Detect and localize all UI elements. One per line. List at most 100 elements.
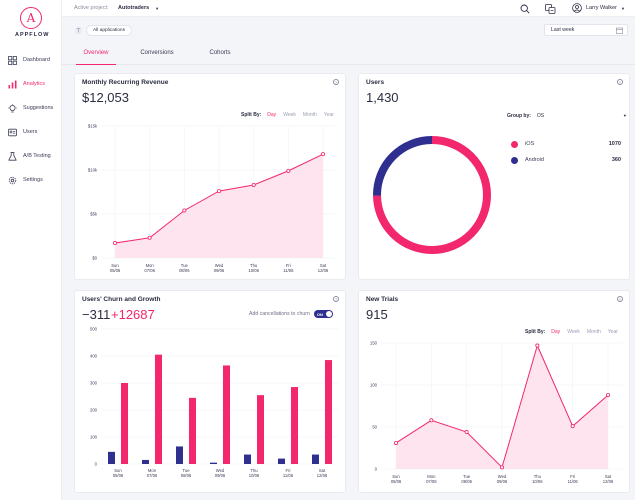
- toggle-label: Add cancellations to churn: [249, 311, 310, 317]
- trials-data-point: [535, 343, 540, 348]
- tab-overview[interactable]: Overview: [76, 50, 116, 65]
- split-month[interactable]: Month: [586, 329, 601, 335]
- trials-area-fill: [396, 345, 608, 469]
- y-tick-label: 100: [370, 383, 378, 388]
- analytics-icon: [7, 79, 17, 89]
- x-tick-date: 09/06: [214, 268, 225, 273]
- cancellations-toggle[interactable]: ON: [313, 310, 333, 318]
- legend-value: 360: [611, 157, 621, 163]
- user-avatar-icon: [572, 3, 582, 13]
- gear-icon: [7, 175, 17, 185]
- sidebar-item-dashboard[interactable]: Dashboard: [0, 48, 62, 72]
- x-tick-label: Mon: [427, 474, 436, 479]
- help-icon[interactable]: ?: [333, 79, 339, 85]
- x-tick-label: Sun: [392, 474, 400, 479]
- split-week[interactable]: Week: [283, 112, 296, 118]
- y-tick-label: 150: [370, 341, 378, 346]
- chevron-down-icon: ▼: [155, 5, 160, 11]
- mrr-data-point: [182, 208, 187, 213]
- x-tick-date: 05/06: [113, 473, 124, 478]
- x-tick-date: 07/06: [147, 473, 158, 478]
- sidebar-item-users[interactable]: Users: [0, 120, 62, 144]
- y-tick-label: 300: [90, 381, 98, 386]
- trials-split-by: Split By: Day Week Month Year: [525, 329, 625, 335]
- x-tick-date: 07/06: [426, 479, 437, 484]
- x-tick-date: 09/06: [215, 473, 226, 478]
- x-tick-label: Sat: [605, 474, 612, 479]
- x-tick-date: 12/06: [318, 268, 329, 273]
- legend-label: Android: [525, 157, 544, 163]
- legend-ios: iOS 1070: [509, 138, 621, 150]
- y-tick-label: 400: [90, 354, 98, 359]
- topbar: Active project: Autotraders ▼ Larry Walk…: [62, 0, 635, 17]
- x-tick-label: Sun: [111, 263, 119, 268]
- x-tick-label: Tue: [463, 474, 471, 479]
- x-tick-date: 11/06: [568, 479, 579, 484]
- help-icon[interactable]: ?: [617, 296, 623, 302]
- x-tick-label: Thu: [250, 468, 258, 473]
- tab-conversions[interactable]: Conversions: [140, 50, 174, 56]
- mrr-card: Monthly Recurring Revenue ? $12,053 Spli…: [74, 73, 346, 280]
- growth-bar: [189, 397, 196, 464]
- tab-cohorts[interactable]: Cohorts: [209, 50, 231, 56]
- user-menu[interactable]: Larry Walker ▼: [572, 3, 625, 13]
- users-card: Users ? 1,430 Group by: OS ▼ iOS 1070 An…: [358, 73, 630, 280]
- mrr-data-point: [216, 189, 221, 194]
- split-by-label: Split By:: [241, 112, 262, 118]
- x-tick-label: Sat: [320, 263, 327, 268]
- sidebar-item-suggestions[interactable]: Suggestions: [0, 96, 62, 120]
- dashboard-icon: [7, 55, 17, 65]
- x-tick-date: 10/06: [249, 473, 260, 478]
- date-range-select[interactable]: Last week: [544, 24, 628, 36]
- project-select[interactable]: Autotraders ▼: [118, 5, 159, 11]
- mrr-data-point: [320, 152, 325, 157]
- split-day[interactable]: Day: [551, 329, 561, 335]
- users-donut-chart: [373, 136, 491, 254]
- sidebar-item-label: Settings: [23, 177, 43, 183]
- x-tick-date: 11/06: [283, 268, 294, 273]
- x-tick-label: Thu: [534, 474, 542, 479]
- chevron-down-icon: ▼: [622, 113, 627, 118]
- x-tick-date: 11/06: [283, 473, 294, 478]
- brand-logo[interactable]: A APPFLOW: [15, 7, 50, 38]
- search-icon[interactable]: [519, 3, 530, 14]
- sidebar-item-ab-testing[interactable]: A/B Testing: [0, 144, 62, 168]
- help-icon[interactable]: ?: [333, 296, 339, 302]
- translate-icon[interactable]: [545, 3, 556, 14]
- split-week[interactable]: Week: [567, 329, 580, 335]
- split-by-label: Split By:: [525, 329, 546, 335]
- sidebar-nav: Dashboard Analytics Suggestions Users A/…: [0, 48, 62, 192]
- brand-name: APPFLOW: [15, 32, 50, 38]
- x-tick-date: 12/06: [603, 479, 614, 484]
- help-icon[interactable]: ?: [617, 79, 623, 85]
- x-tick-label: Tue: [182, 468, 190, 473]
- legend-label: iOS: [525, 141, 535, 147]
- x-tick-date: 08/06: [181, 473, 192, 478]
- split-year[interactable]: Year: [607, 329, 618, 335]
- sidebar-item-label: A/B Testing: [23, 153, 51, 159]
- churn-negative-value: −311: [82, 307, 111, 322]
- toggle-state: ON: [316, 311, 323, 317]
- x-tick-label: Wed: [498, 474, 507, 479]
- group-by-select[interactable]: OS ▼: [537, 113, 627, 119]
- split-year[interactable]: Year: [323, 112, 334, 118]
- churn-bar: [278, 458, 285, 464]
- sidebar-item-analytics[interactable]: Analytics: [0, 72, 62, 96]
- growth-bar: [223, 365, 230, 464]
- application-filter[interactable]: All applications: [74, 24, 132, 36]
- split-month[interactable]: Month: [302, 112, 317, 118]
- churn-bar: [244, 454, 251, 464]
- x-tick-label: Sun: [114, 468, 122, 473]
- sidebar-item-settings[interactable]: Settings: [0, 168, 62, 192]
- x-tick-date: 10/06: [532, 479, 543, 484]
- y-tick-label: $0: [92, 256, 97, 261]
- churn-bar: [108, 451, 115, 464]
- x-tick-label: Wed: [215, 263, 224, 268]
- flask-icon: [7, 151, 17, 161]
- trials-data-point: [499, 465, 504, 470]
- toggle-knob: [325, 311, 332, 317]
- y-tick-label: 0: [375, 467, 378, 472]
- split-day[interactable]: Day: [267, 112, 277, 118]
- sidebar-item-label: Suggestions: [23, 105, 54, 111]
